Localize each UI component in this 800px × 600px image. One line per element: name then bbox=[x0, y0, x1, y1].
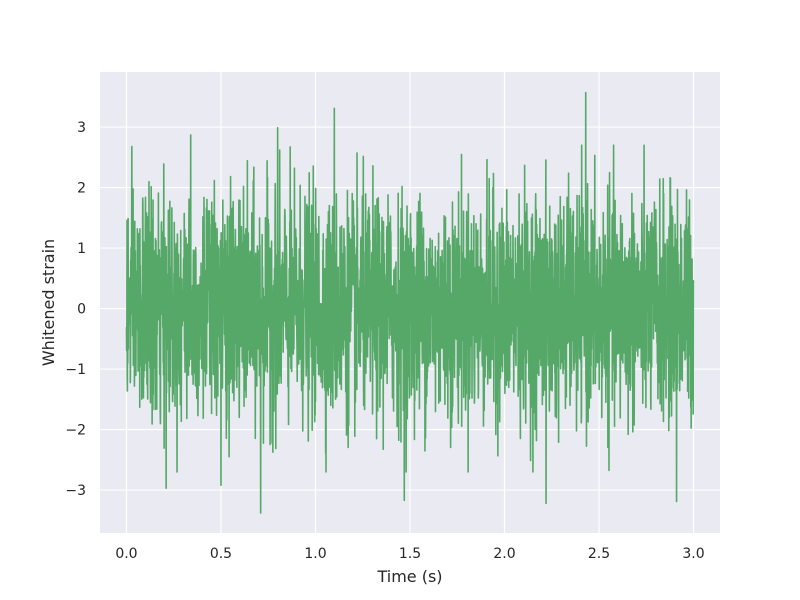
y-tick-label: 2 bbox=[77, 181, 86, 197]
series-layer bbox=[125, 91, 695, 514]
y-tick-label: −2 bbox=[65, 423, 86, 439]
y-tick-label: 3 bbox=[77, 120, 86, 136]
tick-labels: 0.0 0.5 1.0 1.5 2.0 2.5 3.0 −3 −2 −1 0 1 2 3 bbox=[65, 120, 704, 562]
y-tick-label: −3 bbox=[65, 483, 86, 499]
x-axis-label: Time (s) bbox=[376, 567, 442, 586]
x-tick-label: 2.0 bbox=[493, 546, 515, 562]
x-tick-label: 1.0 bbox=[304, 546, 326, 562]
y-axis-label: Whitened strain bbox=[39, 239, 58, 366]
y-tick-label: 0 bbox=[77, 302, 86, 318]
x-tick-label: 3.0 bbox=[682, 546, 704, 562]
x-tick-label: 2.5 bbox=[588, 546, 610, 562]
x-tick-label: 1.5 bbox=[399, 546, 421, 562]
strain-series-line bbox=[125, 91, 695, 514]
x-tick-label: 0.0 bbox=[115, 546, 137, 562]
y-tick-label: −1 bbox=[65, 362, 86, 378]
x-tick-label: 0.5 bbox=[210, 546, 232, 562]
y-tick-label: 1 bbox=[77, 241, 86, 257]
